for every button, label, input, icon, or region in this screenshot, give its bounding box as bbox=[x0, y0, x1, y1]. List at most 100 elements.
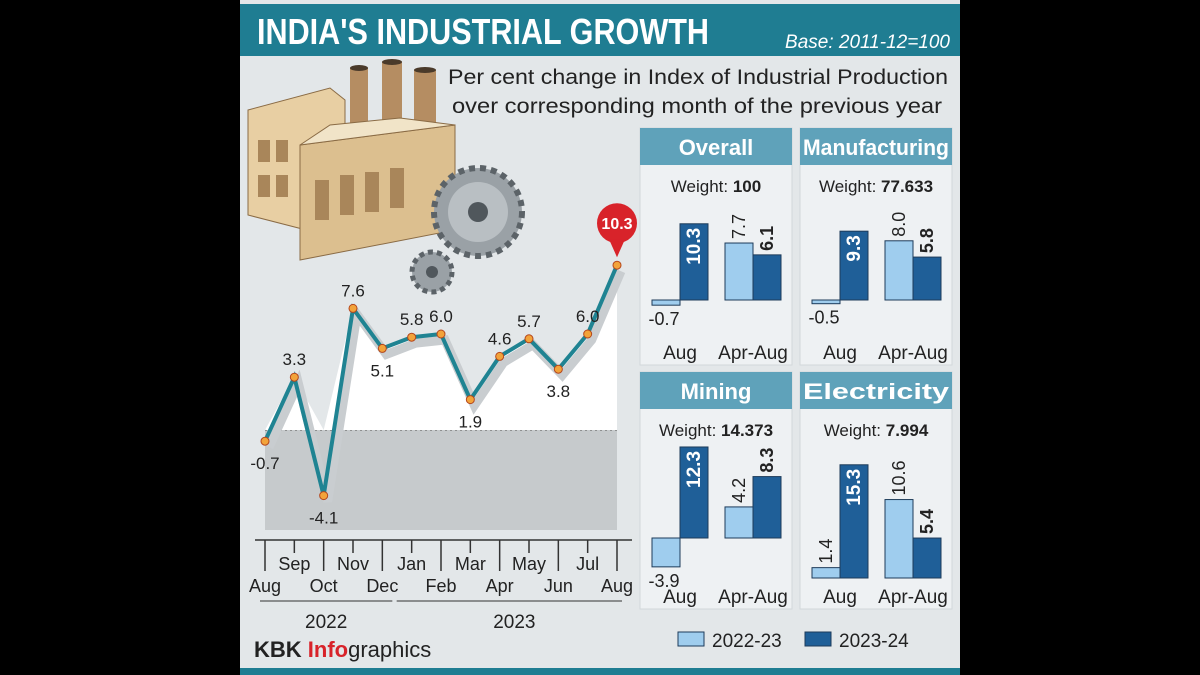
x-tick-label: Apr bbox=[486, 576, 514, 596]
x-tick-label: Jun bbox=[544, 576, 573, 596]
panel-background bbox=[639, 127, 793, 366]
data-label: 4.6 bbox=[488, 329, 512, 348]
data-point bbox=[495, 351, 505, 361]
panel-weight: Weight: 7.994 bbox=[824, 421, 929, 440]
bar-value-label: 8.0 bbox=[889, 212, 909, 237]
x-tick-label: Aug bbox=[601, 576, 633, 596]
data-label: -0.7 bbox=[250, 454, 279, 473]
bar-panels: Overall Weight: 100 -0.7 10.3 Aug 7.7 6.1 Apr-A… bbox=[639, 127, 953, 610]
x-tick-label: Jan bbox=[397, 554, 426, 574]
data-point bbox=[319, 491, 329, 501]
legend-label-2022-23: 2022-23 bbox=[712, 631, 782, 652]
panel-mining: Mining Weight: 14.373 -3.9 12.3 Aug 4.2 8.3 Apr… bbox=[639, 371, 793, 610]
x-tick-label: Oct bbox=[310, 576, 338, 596]
data-label: 5.7 bbox=[517, 312, 541, 331]
data-label: 6.0 bbox=[429, 307, 453, 326]
bar-value-label: -0.5 bbox=[808, 308, 839, 328]
panel-electricity: Electricity Weight: 7.994 1.4 15.3 Aug 10.6 5.… bbox=[799, 371, 953, 610]
panel-title: Mining bbox=[681, 379, 752, 404]
factory-illustration bbox=[247, 59, 456, 261]
x-tick-label: Jul bbox=[576, 554, 599, 574]
panel-title: Electricity bbox=[803, 379, 950, 404]
highlight-pointer bbox=[609, 239, 625, 258]
subtitle-line-2: over corresponding month of the previous… bbox=[452, 95, 942, 118]
bar-value-label: 10.6 bbox=[889, 461, 909, 496]
footer-bar bbox=[240, 668, 960, 675]
panel-header bbox=[640, 128, 792, 165]
legend-swatch-2022-23 bbox=[677, 631, 705, 647]
legend-swatch-2023-24 bbox=[804, 631, 832, 647]
bar-value-label: 9.3 bbox=[844, 235, 865, 261]
x-tick-label: Mar bbox=[455, 554, 486, 574]
data-point bbox=[553, 364, 563, 374]
bar-2023-24 bbox=[679, 223, 709, 301]
data-label: 3.3 bbox=[283, 350, 307, 369]
base-note: Base: 2011-12=100 bbox=[785, 32, 950, 53]
bar-value-label: 5.4 bbox=[917, 509, 937, 534]
bar-value-label: 6.1 bbox=[757, 226, 777, 251]
bar-2022-23 bbox=[724, 242, 754, 301]
x-tick-label: May bbox=[512, 554, 546, 574]
data-label: 5.1 bbox=[371, 361, 395, 380]
panel-weight: Weight: 77.633 bbox=[819, 177, 933, 196]
bar-2023-24 bbox=[839, 464, 869, 579]
bar-2023-24 bbox=[912, 256, 942, 301]
line-chart: -0.7 3.3 -4.1 7.6 5.1 5.8 6.0 1.9 4.6 5.7 3.8 6.0 10… bbox=[249, 203, 637, 633]
bar-value-label: -0.7 bbox=[648, 309, 679, 329]
bar-2023-24 bbox=[839, 230, 869, 301]
panel-header bbox=[800, 128, 952, 165]
panel-header bbox=[640, 372, 792, 409]
legend-label-2023-24: 2023-24 bbox=[839, 631, 909, 652]
bar-2022-23 bbox=[651, 299, 681, 306]
panel-background bbox=[799, 127, 953, 366]
data-point bbox=[377, 343, 387, 353]
data-label: 5.8 bbox=[400, 310, 424, 329]
category-label: Apr-Aug bbox=[718, 343, 788, 364]
bar-value-label: 5.8 bbox=[917, 228, 937, 253]
bar-2022-23 bbox=[724, 506, 754, 539]
bar-value-label: 1.4 bbox=[816, 539, 836, 564]
x-tick-label: Sep bbox=[278, 554, 310, 574]
category-label: Aug bbox=[823, 587, 857, 608]
bar-value-label: -3.9 bbox=[648, 571, 679, 591]
bar-2023-24 bbox=[752, 476, 782, 539]
bar-value-label: 10.3 bbox=[684, 228, 705, 265]
data-label: 3.8 bbox=[547, 382, 571, 401]
category-label: Aug bbox=[823, 343, 857, 364]
category-label: Apr-Aug bbox=[878, 343, 948, 364]
panel-overall: Overall Weight: 100 -0.7 10.3 Aug 7.7 6.1 Apr-A… bbox=[639, 127, 793, 366]
x-tick-label: Nov bbox=[337, 554, 369, 574]
page-title: INDIA'S INDUSTRIAL GROWTH bbox=[257, 11, 709, 52]
bar-2022-23 bbox=[811, 299, 841, 305]
bar-2022-23 bbox=[884, 240, 914, 301]
data-point bbox=[407, 332, 417, 342]
category-label: Aug bbox=[663, 343, 697, 364]
data-label: 6.0 bbox=[576, 307, 600, 326]
bar-value-label: 12.3 bbox=[684, 451, 705, 488]
subtitle-line-1: Per cent change in Index of Industrial P… bbox=[448, 66, 948, 89]
area-fill bbox=[265, 265, 617, 430]
bar-value-label: 8.3 bbox=[757, 448, 777, 473]
x-tick-label: Aug bbox=[249, 576, 281, 596]
year-label: 2023 bbox=[493, 612, 535, 633]
data-label: -4.1 bbox=[309, 509, 338, 528]
panel-header bbox=[800, 372, 952, 409]
data-label: 1.9 bbox=[459, 413, 483, 432]
bar-value-label: 15.3 bbox=[844, 469, 865, 506]
data-point bbox=[436, 329, 446, 339]
gear-icon bbox=[409, 165, 525, 295]
panel-title: Overall bbox=[679, 135, 754, 160]
data-point bbox=[260, 436, 270, 446]
data-point bbox=[289, 372, 299, 382]
data-point bbox=[583, 329, 593, 339]
panel-weight: Weight: 100 bbox=[671, 177, 761, 196]
x-tick-label: Feb bbox=[425, 576, 456, 596]
bar-2023-24 bbox=[912, 537, 942, 579]
data-point bbox=[465, 395, 475, 405]
category-label: Apr-Aug bbox=[878, 587, 948, 608]
data-point bbox=[348, 303, 358, 313]
bar-2022-23 bbox=[651, 537, 681, 568]
bar-value-label: 4.2 bbox=[729, 478, 749, 503]
bar-2022-23 bbox=[884, 499, 914, 579]
